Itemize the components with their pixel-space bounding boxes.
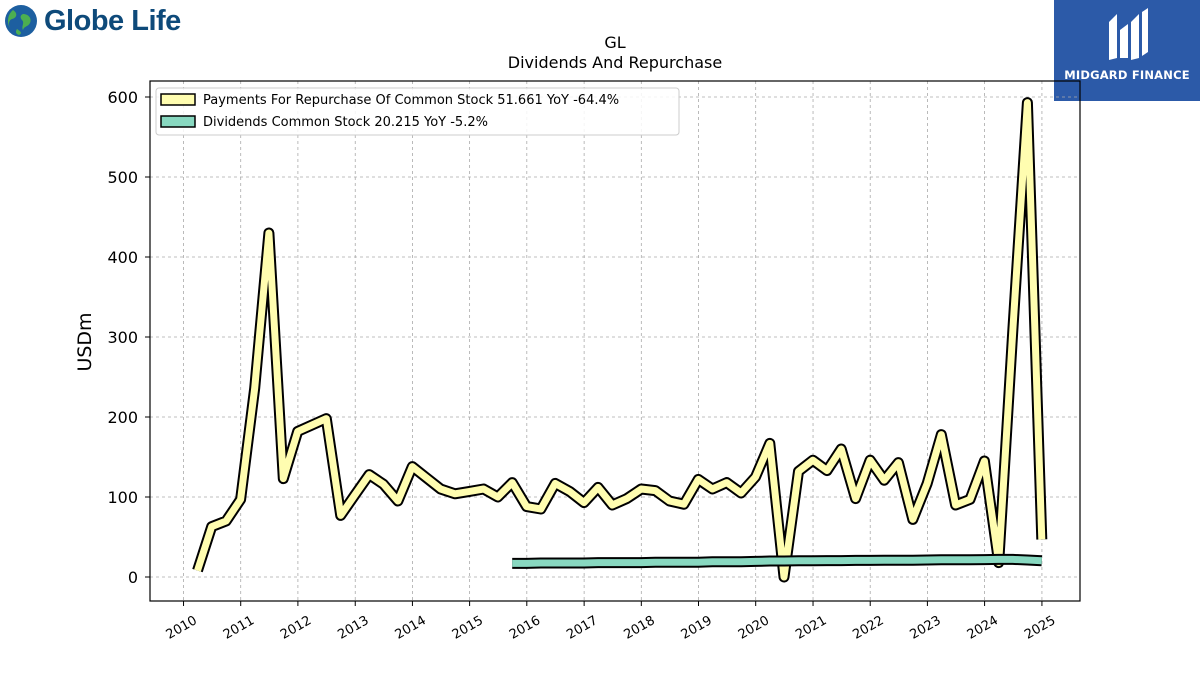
x-tick-label: 2016 [507, 613, 543, 643]
y-tick-label: 600 [107, 88, 138, 107]
series-lines [192, 97, 1048, 583]
midgard-monogram-icon [1109, 8, 1148, 60]
y-tick-label: 0 [128, 568, 138, 587]
x-tick-label: 2017 [564, 613, 600, 643]
x-tick-label: 2025 [1022, 613, 1058, 643]
y-tick-label: 300 [107, 328, 138, 347]
x-tick-label: 2022 [850, 613, 886, 643]
x-tick-label: 2012 [278, 613, 314, 643]
x-tick-label: 2018 [621, 613, 657, 643]
legend: Payments For Repurchase Of Common Stock … [155, 87, 680, 136]
x-tick-label: 2015 [450, 613, 486, 643]
right-logo-text: MIDGARD FINANCE [1064, 68, 1190, 82]
plot-frame [149, 80, 1081, 602]
legend-swatch-repurchase [160, 93, 196, 106]
y-tick-label: 500 [107, 168, 138, 187]
legend-label-repurchase: Payments For Repurchase Of Common Stock … [203, 93, 619, 108]
x-tick-label: 2014 [393, 613, 429, 643]
y-tick-label: 400 [107, 248, 138, 267]
x-tick-label: 2024 [965, 613, 1001, 643]
legend-swatch-dividends [160, 115, 196, 128]
globe-life-logo: Globe Life [4, 4, 181, 38]
legend-frame [155, 87, 680, 136]
y-tick-label: 200 [107, 408, 138, 427]
x-tick-label: 2020 [736, 613, 772, 643]
x-tick-label: 2019 [679, 613, 715, 643]
y-axis-label: USDm [74, 312, 96, 371]
chart-subtitle: Dividends And Repurchase [508, 53, 722, 72]
series-line-repurchase [194, 99, 1046, 581]
x-tick-label: 2023 [908, 613, 944, 643]
series-line-dividends [512, 555, 1042, 567]
left-logo-text: Globe Life [44, 4, 181, 37]
x-tick-label: 2010 [164, 613, 200, 643]
x-tick-label: 2021 [793, 613, 829, 643]
x-tick-label: 2011 [221, 613, 257, 643]
midgard-finance-logo: MIDGARD FINANCE [1054, 0, 1200, 101]
legend-label-dividends: Dividends Common Stock 20.215 YoY -5.2% [203, 115, 488, 130]
grid [150, 81, 1080, 601]
y-tick-label: 100 [107, 488, 138, 507]
chart-title: GL [604, 33, 625, 52]
x-tick-label: 2013 [335, 613, 371, 643]
globe-icon [5, 5, 37, 37]
